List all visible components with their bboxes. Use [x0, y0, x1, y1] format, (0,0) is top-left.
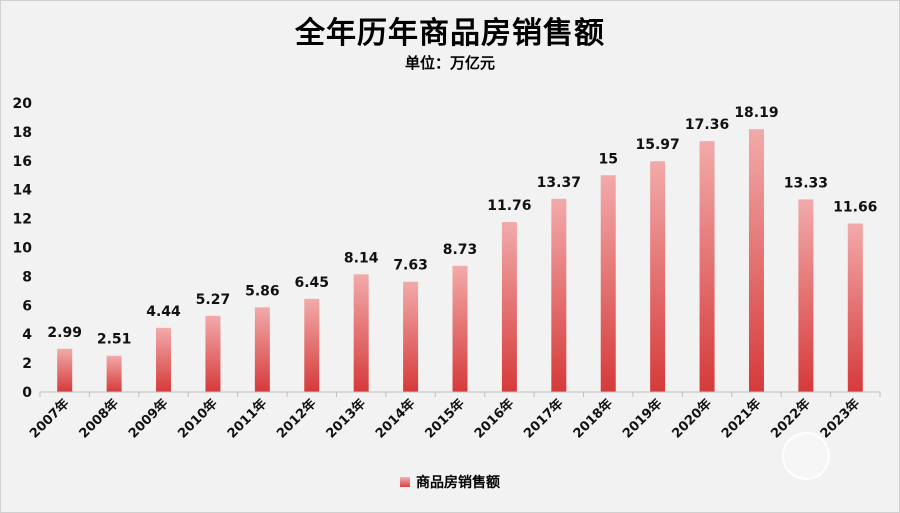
data-label: 15.97 — [635, 137, 679, 153]
data-label: 5.27 — [196, 292, 231, 308]
bar — [699, 141, 715, 392]
y-tick-label: 20 — [13, 96, 33, 112]
y-tick-label: 2 — [22, 356, 32, 372]
data-label: 2.51 — [97, 332, 132, 348]
x-tick-label: 2019年 — [619, 396, 665, 442]
data-label: 4.44 — [146, 304, 181, 320]
legend-swatch — [400, 477, 410, 487]
y-tick-label: 4 — [22, 327, 32, 343]
bar — [650, 161, 666, 392]
data-label: 13.37 — [537, 175, 581, 191]
bar — [501, 222, 517, 392]
x-tick-label: 2020年 — [669, 396, 715, 442]
y-tick-label: 10 — [13, 241, 33, 257]
x-tick-label: 2021年 — [718, 396, 764, 442]
x-tick-label: 2010年 — [175, 396, 221, 442]
y-tick-label: 14 — [13, 183, 33, 199]
data-label: 5.86 — [245, 283, 280, 299]
data-labels-group: 2.99 2.51 4.44 5.27 5.86 6.45 8.14 7.63 8.73 11.7… — [47, 105, 877, 348]
x-tick-label: 2009年 — [125, 396, 171, 442]
chart-subtitle: 单位：万亿元 — [404, 54, 495, 72]
x-tick-label: 2011年 — [224, 396, 270, 442]
x-tick-label: 2014年 — [372, 396, 418, 442]
x-tick-label: 2012年 — [273, 396, 319, 442]
bar — [106, 355, 122, 392]
bars-group — [57, 129, 863, 393]
data-label: 2.99 — [47, 325, 82, 341]
y-tick-label: 18 — [13, 125, 32, 141]
legend-label: 商品房销售额 — [416, 475, 500, 491]
x-axis: 2007年 2008年 2009年 2010年 2011年 2012年 2013年 2014年… — [26, 391, 881, 442]
legend: 商品房销售额 — [0, 472, 900, 492]
y-tick-label: 6 — [22, 298, 32, 314]
bar — [304, 298, 320, 392]
x-tick-label: 2013年 — [323, 396, 369, 442]
data-label: 8.14 — [344, 250, 379, 266]
x-tick-label: 2016年 — [471, 396, 517, 442]
x-tick-label: 2007年 — [26, 396, 72, 442]
bar — [847, 223, 863, 392]
data-label: 7.63 — [393, 258, 428, 274]
bar — [551, 198, 567, 392]
bar — [452, 265, 468, 392]
data-label: 11.66 — [833, 200, 877, 216]
x-tick-label: 2017年 — [521, 396, 567, 442]
y-axis: 0 2 4 6 8 10 12 14 16 18 20 — [13, 96, 33, 401]
chart-title: 全年历年商品房销售额 — [295, 16, 605, 51]
bar — [403, 281, 419, 392]
y-tick-label: 16 — [13, 154, 32, 170]
bar — [156, 327, 172, 392]
data-label: 18.19 — [734, 105, 778, 121]
bar — [57, 348, 73, 392]
x-tick-label: 2015年 — [422, 396, 468, 442]
y-tick-label: 8 — [22, 269, 32, 285]
bar — [205, 315, 221, 392]
bar — [600, 175, 616, 392]
data-label: 8.73 — [443, 242, 478, 258]
data-label: 13.33 — [784, 175, 828, 191]
y-tick-label: 12 — [13, 212, 32, 228]
x-tick-label: 2023年 — [817, 396, 863, 442]
y-tick-label: 0 — [22, 385, 32, 401]
data-label: 11.76 — [487, 198, 531, 214]
bar — [353, 274, 369, 392]
data-label: 6.45 — [294, 275, 329, 291]
bar — [254, 307, 270, 392]
data-label: 17.36 — [685, 117, 729, 133]
x-tick-label: 2008年 — [76, 396, 122, 442]
x-tick-label: 2018年 — [570, 396, 616, 442]
watermark-logo — [782, 432, 830, 480]
data-label: 15 — [598, 151, 617, 167]
bar — [748, 129, 764, 393]
bar — [798, 199, 814, 392]
